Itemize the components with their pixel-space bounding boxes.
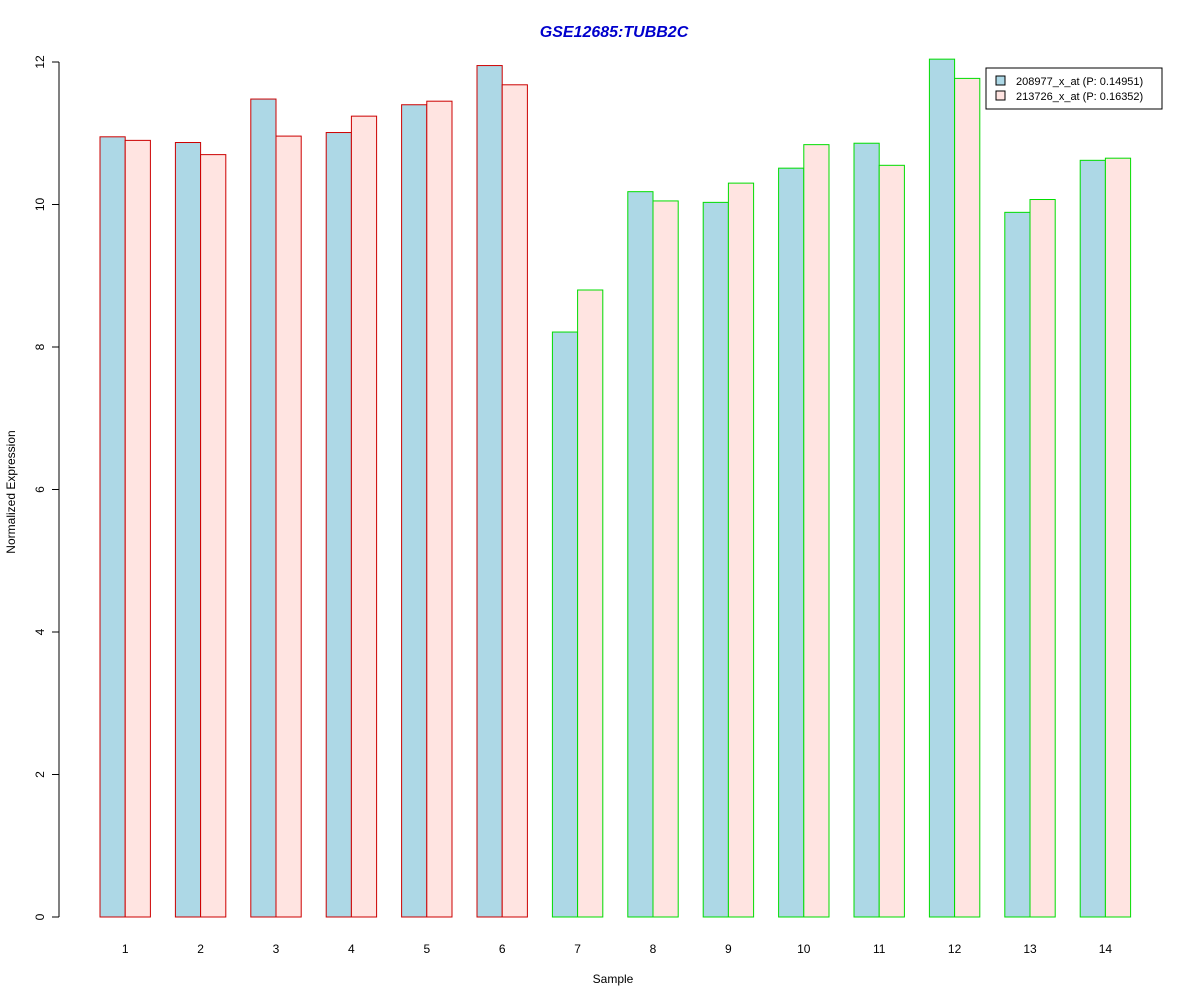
bar-sample-6-series-1 [476, 65, 503, 918]
y-axis-label: Normalized Expression [4, 430, 18, 553]
x-tick-label: 5 [423, 942, 430, 956]
x-axis-label: Sample [593, 972, 634, 986]
legend-label-2: 213726_x_at (P: 0.16352) [1016, 91, 1143, 103]
legend-label-1: 208977_x_at (P: 0.14951) [1016, 76, 1143, 88]
bar-sample-11-series-2 [878, 164, 905, 918]
bar-sample-12-series-1 [928, 58, 956, 918]
chart-title: GSE12685:TUBB2C [540, 24, 689, 41]
y-tick-label: 2 [33, 771, 47, 778]
bar-sample-2-series-1 [174, 142, 202, 918]
x-tick-label: 4 [348, 942, 355, 956]
bar-sample-1-series-1 [99, 136, 126, 918]
bar-sample-13-series-1 [1004, 211, 1031, 918]
bar-sample-8-series-2 [652, 200, 679, 918]
bar-sample-6-series-2 [501, 84, 528, 918]
y-axis: 0 2 4 6 8 10 12 [33, 55, 60, 920]
bar-sample-14-series-1 [1079, 159, 1106, 918]
x-tick-labels: 1 2 3 4 5 6 7 8 9 10 11 12 13 14 [122, 942, 1113, 956]
bars-group [99, 58, 1132, 918]
x-tick-label: 10 [797, 942, 811, 956]
bar-sample-8-series-1 [627, 191, 654, 918]
legend-swatch-2 [995, 90, 1006, 101]
bar-sample-5-series-1 [401, 104, 428, 918]
x-tick-label: 6 [499, 942, 506, 956]
bar-sample-14-series-2 [1104, 157, 1132, 918]
bar-sample-11-series-1 [853, 142, 880, 918]
x-tick-label: 9 [725, 942, 732, 956]
bar-sample-13-series-2 [1029, 199, 1056, 918]
bar-sample-5-series-2 [426, 100, 453, 918]
legend-swatch-1 [995, 75, 1006, 86]
bar-sample-3-series-2 [275, 135, 302, 918]
bar-sample-9-series-1 [702, 201, 729, 918]
y-tick-label: 8 [33, 343, 47, 350]
bar-sample-10-series-1 [778, 167, 805, 918]
y-tick-label: 10 [33, 198, 47, 212]
bar-sample-1-series-2 [124, 139, 151, 918]
x-tick-label: 2 [197, 942, 204, 956]
x-tick-label: 11 [873, 942, 886, 956]
y-tick-label: 4 [33, 628, 47, 635]
bar-sample-4-series-2 [350, 115, 378, 918]
y-tick-label: 6 [33, 486, 47, 493]
bar-sample-10-series-2 [803, 144, 830, 918]
x-tick-label: 7 [574, 942, 581, 956]
x-tick-label: 1 [122, 942, 129, 956]
x-tick-label: 13 [1023, 942, 1037, 956]
bar-sample-3-series-1 [250, 98, 277, 918]
bar-sample-12-series-2 [954, 77, 981, 918]
bar-sample-4-series-1 [325, 132, 352, 918]
x-tick-label: 3 [273, 942, 280, 956]
bar-sample-9-series-2 [727, 182, 755, 918]
bar-sample-7-series-1 [551, 331, 579, 918]
y-tick-label: 0 [33, 913, 47, 920]
x-tick-label: 8 [650, 942, 657, 956]
bar-sample-2-series-2 [200, 154, 227, 918]
legend-box [985, 67, 1163, 110]
x-tick-label: 14 [1099, 942, 1113, 956]
x-tick-label: 12 [948, 942, 962, 956]
bar-sample-7-series-2 [577, 289, 604, 918]
y-tick-label: 12 [33, 55, 47, 69]
legend: 208977_x_at (P: 0.14951) 213726_x_at (P: … [985, 67, 1163, 110]
